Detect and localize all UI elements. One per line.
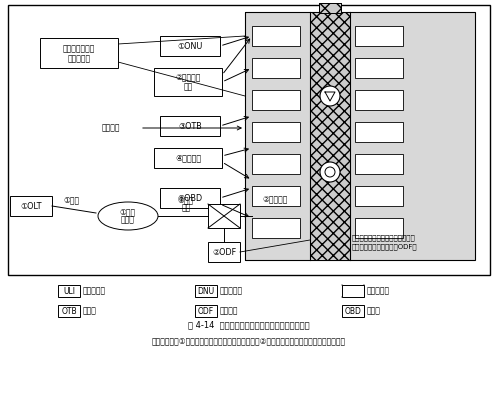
Text: OTB: OTB	[61, 307, 77, 316]
Bar	[342, 285, 364, 297]
Text: 光缆交接箱或在机房安装ODF架: 光缆交接箱或在机房安装ODF架	[351, 244, 417, 250]
Text: ④垂直光缆: ④垂直光缆	[175, 154, 201, 162]
Bar	[319, 3, 341, 13]
Bar	[208, 242, 240, 262]
Bar	[154, 68, 222, 96]
Text: ODF: ODF	[198, 307, 214, 316]
Bar	[195, 285, 217, 297]
Text: 光配线架: 光配线架	[220, 307, 239, 316]
Bar	[355, 26, 403, 46]
Text: ①接入: ①接入	[178, 195, 194, 204]
Bar	[355, 154, 403, 174]
Bar	[252, 26, 300, 46]
Bar	[160, 188, 220, 208]
Text: 注：图中标注①的部分由电信运营商投资建设，标注②的部分由房地产开发商负责投资建设。: 注：图中标注①的部分由电信运营商投资建设，标注②的部分由房地产开发商负责投资建设…	[152, 336, 346, 346]
Bar	[160, 116, 220, 136]
Bar	[355, 218, 403, 238]
Bar	[8, 5, 490, 275]
Text: ②入户水平: ②入户水平	[175, 74, 201, 82]
Text: 光缆: 光缆	[181, 203, 191, 212]
Text: 分纤箱: 分纤箱	[83, 307, 97, 316]
Text: 光网络单元: 光网络单元	[220, 286, 243, 296]
Text: ⑤OBD: ⑤OBD	[178, 193, 203, 203]
Text: ①OLT: ①OLT	[20, 201, 42, 210]
Text: ②ODF: ②ODF	[212, 247, 236, 256]
Text: ③OTB: ③OTB	[178, 121, 202, 130]
Bar	[154, 148, 222, 168]
Bar	[252, 218, 300, 238]
Circle shape	[320, 86, 340, 106]
Bar	[252, 58, 300, 78]
Text: ②引入光缆: ②引入光缆	[262, 195, 288, 204]
Bar	[252, 122, 300, 142]
Text: ①尾纤: ①尾纤	[64, 195, 80, 204]
Text: 光缆: 光缆	[183, 82, 193, 91]
Bar	[245, 12, 475, 260]
Bar	[195, 305, 217, 317]
Bar	[208, 204, 240, 228]
Text: ULI: ULI	[63, 286, 75, 296]
Text: ①ONU: ①ONU	[177, 41, 203, 50]
Text: ①主干: ①主干	[120, 208, 136, 216]
Bar	[252, 90, 300, 110]
Bar	[252, 186, 300, 206]
Circle shape	[320, 162, 340, 182]
Bar	[40, 38, 118, 68]
Bar	[355, 90, 403, 110]
Text: 建筑红线: 建筑红线	[102, 123, 120, 132]
Text: 弱电井: 弱电井	[323, 4, 337, 13]
Bar	[10, 196, 52, 216]
Bar	[58, 285, 80, 297]
Text: DNU: DNU	[198, 286, 215, 296]
Text: 在小区绿化带或地下室，首层安装: 在小区绿化带或地下室，首层安装	[352, 235, 416, 241]
Bar	[355, 186, 403, 206]
Bar	[58, 305, 80, 317]
Text: 分光器: 分光器	[367, 307, 381, 316]
Text: 图 4-14  光纤到户建设组网和界面任务分工示意图: 图 4-14 光纤到户建设组网和界面任务分工示意图	[188, 320, 310, 329]
Text: 在弱电井内安装: 在弱电井内安装	[63, 45, 95, 54]
Circle shape	[325, 167, 335, 177]
Text: 光线路终端: 光线路终端	[83, 286, 106, 296]
Bar	[160, 36, 220, 56]
Bar	[342, 305, 364, 317]
Bar	[310, 12, 350, 260]
Bar	[355, 58, 403, 78]
Bar	[355, 122, 403, 142]
Text: 光缆环: 光缆环	[121, 216, 135, 225]
Text: 光缆交接箱: 光缆交接箱	[367, 286, 390, 296]
Text: 光缆分线盒: 光缆分线盒	[67, 54, 90, 63]
Ellipse shape	[98, 202, 158, 230]
Bar	[252, 154, 300, 174]
Text: OBD: OBD	[345, 307, 361, 316]
Bar	[319, 3, 341, 13]
